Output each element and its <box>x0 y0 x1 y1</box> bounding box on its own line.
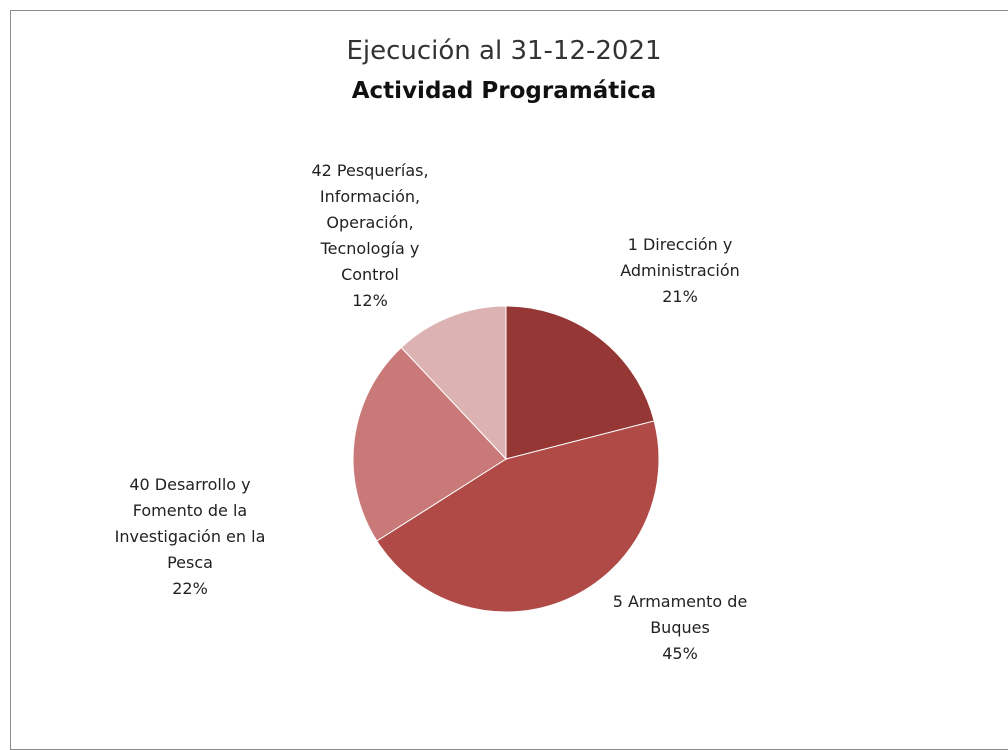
slice-name-label: Investigación en la <box>115 527 266 546</box>
pie-slice-2 <box>376 420 660 613</box>
slice-percent-label: 22% <box>172 579 208 598</box>
slice-name-label: Fomento de la <box>133 501 247 520</box>
slice-name-label: Información, <box>320 187 420 206</box>
slice-label-4: 42 Pesquerías, Información, Operación, Tecn… <box>311 161 428 310</box>
pie-slice-1 <box>505 305 655 460</box>
slice-label-2: 5 Armamento de Buques 45% <box>613 592 748 663</box>
pie-slice-3 <box>352 346 507 542</box>
chart-title: Ejecución al 31-12-2021 <box>346 36 662 66</box>
slice-name-label: 5 Armamento de <box>613 592 748 611</box>
slice-name-label: Administración <box>620 261 740 280</box>
slice-percent-label: 21% <box>662 287 698 306</box>
slice-percent-label: 12% <box>352 291 388 310</box>
slice-label-3: 40 Desarrollo y Fomento de la Investigació… <box>115 475 266 598</box>
pie-chart: 1 Dirección y Administración 21% 5 Armament… <box>115 161 748 663</box>
slice-name-label: Buques <box>650 618 710 637</box>
slice-name-label: Operación, <box>326 213 413 232</box>
chart-subtitle: Actividad Programática <box>351 78 657 104</box>
slice-name-label: 42 Pesquerías, <box>311 161 428 180</box>
slice-percent-label: 45% <box>662 644 698 663</box>
slice-label-1: 1 Dirección y Administración 21% <box>620 235 740 306</box>
slice-name-label: Pesca <box>167 553 213 572</box>
slice-name-label: Tecnología y <box>320 239 420 258</box>
slice-name-label: 1 Dirección y <box>628 235 733 254</box>
pie-slice-4 <box>400 305 507 461</box>
slice-name-label: Control <box>341 265 399 284</box>
slice-name-label: 40 Desarrollo y <box>129 475 250 494</box>
